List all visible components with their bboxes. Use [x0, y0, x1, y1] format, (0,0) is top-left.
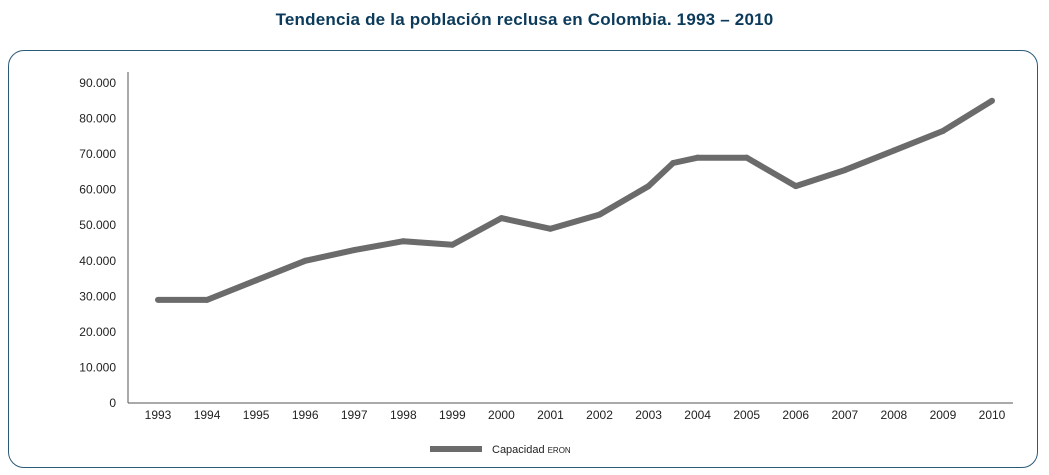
x-tick-label: 2005	[733, 408, 760, 422]
y-tick-label: 20.000	[79, 325, 116, 339]
data-point	[498, 215, 505, 222]
data-point	[449, 241, 456, 248]
y-tick-label: 90.000	[79, 76, 116, 90]
x-tick-label: 2000	[488, 408, 515, 422]
x-tick-label: 2009	[930, 408, 957, 422]
data-point	[596, 211, 603, 218]
x-tick-label: 2008	[881, 408, 908, 422]
series-line-capacidad	[158, 98, 994, 303]
data-point	[841, 167, 848, 174]
x-tick-label: 1999	[439, 408, 466, 422]
x-tick-label: 1993	[145, 408, 172, 422]
data-point	[890, 147, 897, 154]
data-point	[670, 160, 677, 166]
legend: Capacidad ERON	[430, 444, 571, 456]
x-tick-label: 1994	[194, 408, 221, 422]
x-tick-label: 2006	[782, 408, 809, 422]
y-tick-label: 0	[109, 396, 116, 410]
data-point	[155, 296, 161, 303]
x-tick-label: 2004	[684, 408, 711, 422]
y-tick-labels: 0 10.000 20.000 30.000 40.000 50.000 60.000 70.…	[79, 76, 116, 410]
data-point	[204, 296, 211, 303]
y-tick-label: 40.000	[79, 254, 116, 268]
x-tick-label: 1995	[243, 408, 270, 422]
data-points	[155, 97, 995, 303]
legend-label: Capacidad ERON	[492, 444, 571, 456]
data-point	[939, 128, 946, 134]
data-point	[351, 247, 358, 254]
y-tick-label: 10.000	[79, 360, 116, 374]
x-tick-label: 1998	[390, 408, 417, 422]
data-point	[253, 277, 260, 284]
legend-series-name: Capacidad	[492, 444, 545, 456]
chart-title: Tendencia de la población reclusa en Col…	[275, 10, 774, 29]
data-point	[645, 183, 652, 190]
x-tick-label: 2002	[586, 408, 613, 422]
x-tick-label: 2007	[831, 408, 858, 422]
data-point	[400, 238, 407, 245]
y-tick-label: 30.000	[79, 289, 116, 303]
x-tick-label: 2001	[537, 408, 564, 422]
data-point	[743, 154, 750, 161]
data-point	[792, 183, 799, 190]
x-tick-label: 1997	[341, 408, 368, 422]
data-point	[547, 225, 554, 232]
y-tick-label: 70.000	[79, 147, 116, 161]
legend-series-suffix: ERON	[548, 446, 571, 455]
chart-frame	[8, 50, 1038, 468]
y-tick-label: 50.000	[79, 218, 116, 232]
x-tick-label: 2010	[979, 408, 1006, 422]
y-tick-label: 60.000	[79, 183, 116, 197]
data-point	[302, 257, 309, 264]
y-tick-label: 80.000	[79, 112, 116, 126]
x-tick-label: 1996	[292, 408, 319, 422]
data-point	[694, 154, 701, 161]
x-tick-labels: 1993 1994 1995 1996 1997 1998 1999 2000 2001 2002…	[145, 408, 1006, 422]
data-point	[989, 97, 995, 104]
x-tick-label: 2003	[635, 408, 662, 422]
